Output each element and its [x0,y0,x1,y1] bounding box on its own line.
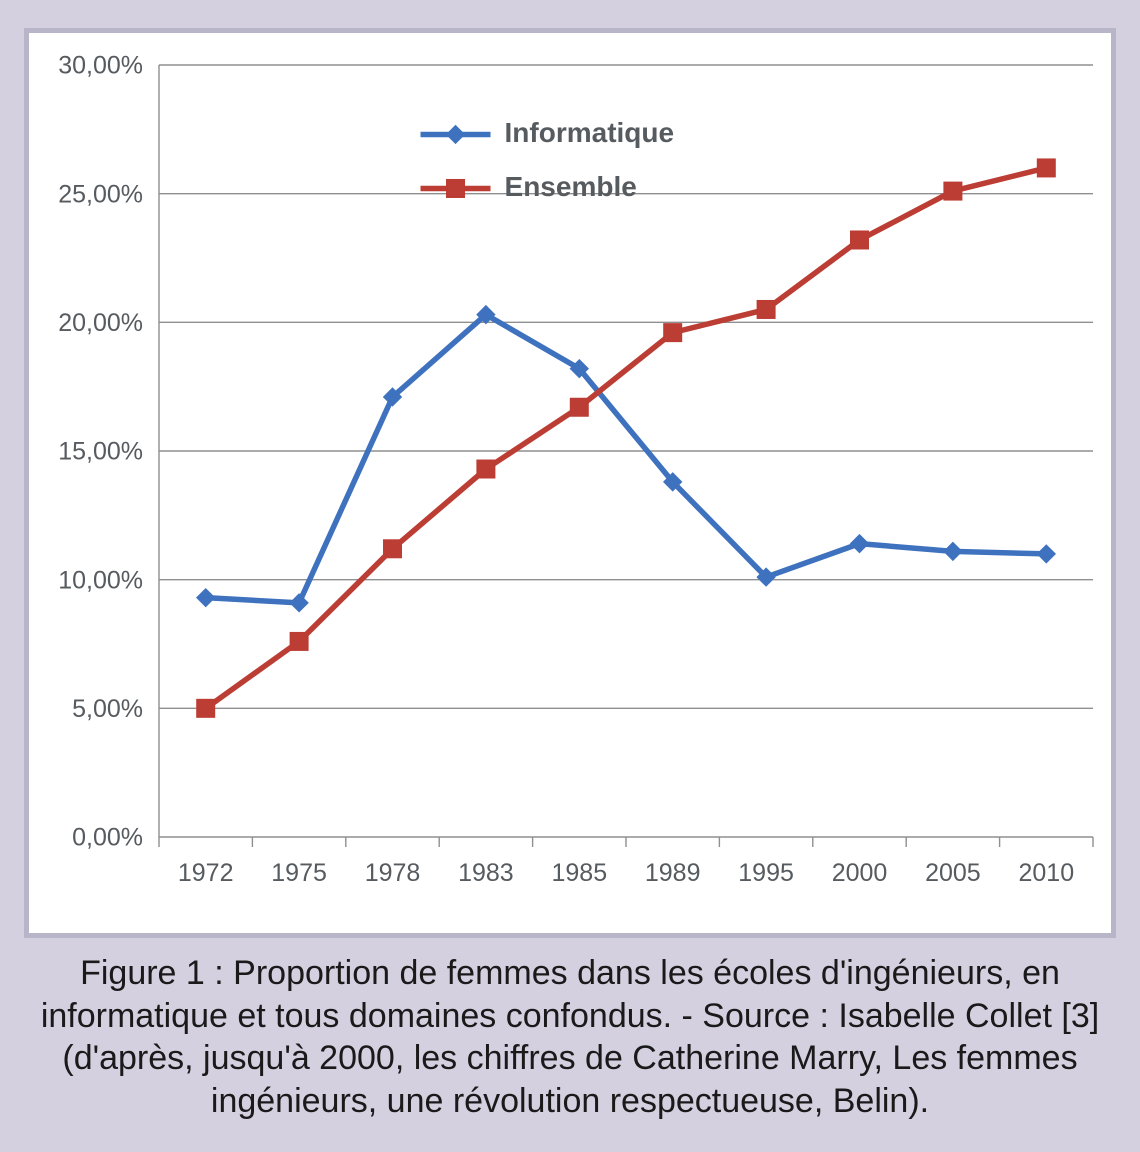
x-tick-label: 1972 [178,859,234,887]
x-tick-label: 1989 [645,859,701,887]
chart-panel: 0,00% 5,00% 10,00% 15,00% 20,00% 25,00% 30,00%… [24,28,1116,938]
x-tick-label: 2010 [1018,859,1074,887]
page: 0,00% 5,00% 10,00% 15,00% 20,00% 25,00% 30,00%… [0,0,1140,1152]
y-tick-label: 5,00% [72,695,143,723]
y-tick-label: 15,00% [58,438,143,466]
svg-text:Ensemble: Ensemble [505,171,637,202]
y-tick-label: 0,00% [72,824,143,852]
x-tick-label: 1978 [365,859,421,887]
svg-text:Informatique: Informatique [505,117,675,148]
line-chart: 0,00% 5,00% 10,00% 15,00% 20,00% 25,00% 30,00%… [29,33,1111,933]
x-tick-label: 1983 [458,859,514,887]
x-tick-label: 2005 [925,859,981,887]
y-tick-label: 20,00% [58,309,143,337]
x-tick-label: 2000 [832,859,888,887]
y-tick-label: 30,00% [58,52,143,80]
figure-caption: Figure 1 : Proportion de femmes dans les… [24,952,1116,1122]
y-tick-label: 10,00% [58,566,143,594]
x-tick-label: 1985 [551,859,607,887]
y-tick-label: 25,00% [58,180,143,208]
x-tick-label: 1995 [738,859,794,887]
x-tick-label: 1975 [271,859,327,887]
